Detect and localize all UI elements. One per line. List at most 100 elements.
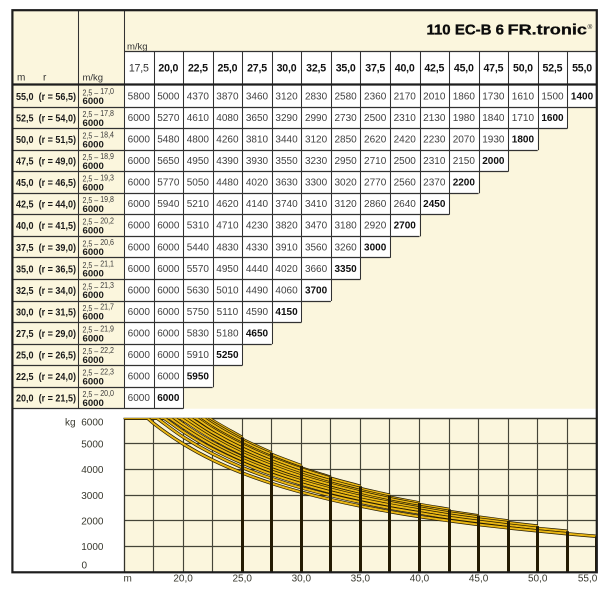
svg-text:1400: 1400 bbox=[571, 91, 594, 102]
svg-text:3290: 3290 bbox=[275, 113, 298, 124]
svg-text:6000: 6000 bbox=[83, 161, 104, 172]
svg-text:4020: 4020 bbox=[275, 264, 298, 275]
svg-text:5440: 5440 bbox=[187, 242, 210, 253]
svg-text:2450: 2450 bbox=[423, 199, 446, 210]
svg-text:4330: 4330 bbox=[246, 242, 269, 253]
svg-text:2370: 2370 bbox=[423, 178, 446, 189]
svg-text:6000: 6000 bbox=[83, 398, 104, 409]
svg-text:6000: 6000 bbox=[128, 307, 151, 318]
svg-text:2580: 2580 bbox=[334, 91, 357, 102]
svg-text:4000: 4000 bbox=[81, 465, 104, 476]
svg-text:2860: 2860 bbox=[364, 199, 387, 210]
svg-text:6000: 6000 bbox=[128, 135, 151, 146]
svg-text:4140: 4140 bbox=[246, 199, 269, 210]
svg-text:3910: 3910 bbox=[275, 242, 298, 253]
svg-text:6000: 6000 bbox=[83, 376, 104, 387]
svg-text:3000: 3000 bbox=[364, 242, 387, 253]
svg-text:4020: 4020 bbox=[246, 178, 269, 189]
svg-text:17,5: 17,5 bbox=[129, 63, 149, 75]
svg-text:6000: 6000 bbox=[128, 264, 151, 275]
svg-text:3000: 3000 bbox=[81, 491, 104, 502]
svg-text:3740: 3740 bbox=[275, 199, 298, 210]
svg-text:22,5 (r = 24,0): 22,5 (r = 24,0) bbox=[16, 372, 76, 383]
svg-text:6000: 6000 bbox=[128, 113, 151, 124]
svg-text:2,5 – 17,8: 2,5 – 17,8 bbox=[83, 109, 115, 119]
svg-text:5000: 5000 bbox=[157, 91, 180, 102]
svg-text:4830: 4830 bbox=[216, 242, 239, 253]
svg-text:2560: 2560 bbox=[394, 178, 417, 189]
svg-text:3820: 3820 bbox=[275, 221, 298, 232]
svg-text:4950: 4950 bbox=[216, 264, 239, 275]
svg-text:4480: 4480 bbox=[216, 178, 239, 189]
svg-text:25,0: 25,0 bbox=[232, 574, 252, 585]
svg-text:3630: 3630 bbox=[275, 178, 298, 189]
svg-text:1980: 1980 bbox=[453, 113, 476, 124]
svg-text:2,5 – 22,2: 2,5 – 22,2 bbox=[83, 346, 115, 356]
svg-text:3120: 3120 bbox=[305, 135, 328, 146]
svg-text:2,5 – 18,4: 2,5 – 18,4 bbox=[83, 130, 115, 140]
svg-text:55,0: 55,0 bbox=[578, 574, 598, 585]
svg-text:4620: 4620 bbox=[216, 199, 239, 210]
svg-text:3470: 3470 bbox=[305, 221, 328, 232]
svg-text:25,0: 25,0 bbox=[218, 63, 238, 75]
svg-text:6000: 6000 bbox=[157, 285, 180, 296]
svg-text:2950: 2950 bbox=[334, 156, 357, 167]
svg-text:4390: 4390 bbox=[216, 156, 239, 167]
svg-text:1500: 1500 bbox=[541, 91, 564, 102]
svg-text:5270: 5270 bbox=[157, 113, 180, 124]
svg-text:6000: 6000 bbox=[157, 328, 180, 339]
svg-text:5180: 5180 bbox=[216, 328, 239, 339]
svg-text:6000: 6000 bbox=[128, 242, 151, 253]
svg-text:30,0 (r = 31,5): 30,0 (r = 31,5) bbox=[16, 307, 76, 318]
svg-text:27,5: 27,5 bbox=[247, 63, 267, 75]
svg-text:3810: 3810 bbox=[246, 135, 269, 146]
svg-text:5940: 5940 bbox=[157, 199, 180, 210]
svg-text:1840: 1840 bbox=[482, 113, 505, 124]
svg-text:47,5: 47,5 bbox=[483, 63, 503, 75]
svg-text:2,5 – 17,0: 2,5 – 17,0 bbox=[83, 87, 115, 97]
svg-text:3870: 3870 bbox=[216, 91, 239, 102]
svg-text:27,5 (r = 29,0): 27,5 (r = 29,0) bbox=[16, 329, 76, 340]
svg-text:55,0 (r = 56,5): 55,0 (r = 56,5) bbox=[16, 92, 76, 103]
svg-text:2130: 2130 bbox=[423, 113, 446, 124]
svg-text:52,5 (r = 54,0): 52,5 (r = 54,0) bbox=[16, 113, 76, 124]
svg-text:4710: 4710 bbox=[216, 221, 239, 232]
svg-text:22,5: 22,5 bbox=[188, 63, 208, 75]
svg-text:6000: 6000 bbox=[128, 199, 151, 210]
svg-text:6000: 6000 bbox=[157, 221, 180, 232]
svg-text:2,5 – 18,9: 2,5 – 18,9 bbox=[83, 152, 115, 162]
svg-text:0: 0 bbox=[82, 561, 88, 572]
svg-text:4800: 4800 bbox=[187, 135, 210, 146]
svg-text:35,0 (r = 36,5): 35,0 (r = 36,5) bbox=[16, 264, 76, 275]
svg-text:6000: 6000 bbox=[157, 264, 180, 275]
svg-text:2700: 2700 bbox=[394, 221, 417, 232]
svg-text:6000: 6000 bbox=[83, 269, 104, 280]
svg-text:2920: 2920 bbox=[364, 221, 387, 232]
svg-text:2500: 2500 bbox=[394, 156, 417, 167]
svg-text:5750: 5750 bbox=[187, 307, 210, 318]
svg-text:5570: 5570 bbox=[187, 264, 210, 275]
svg-text:30,0: 30,0 bbox=[292, 574, 312, 585]
svg-text:2500: 2500 bbox=[364, 113, 387, 124]
svg-text:6000: 6000 bbox=[83, 182, 104, 193]
svg-text:6000: 6000 bbox=[83, 204, 104, 215]
svg-text:6000: 6000 bbox=[83, 139, 104, 150]
svg-text:6000: 6000 bbox=[128, 328, 151, 339]
svg-text:2310: 2310 bbox=[423, 156, 446, 167]
svg-text:5110: 5110 bbox=[217, 307, 239, 318]
svg-text:3700: 3700 bbox=[305, 285, 328, 296]
svg-text:6000: 6000 bbox=[83, 96, 104, 107]
svg-text:6000: 6000 bbox=[83, 247, 104, 258]
svg-text:4650: 4650 bbox=[246, 328, 269, 339]
svg-text:3120: 3120 bbox=[275, 91, 298, 102]
svg-text:3180: 3180 bbox=[334, 221, 357, 232]
svg-text:5310: 5310 bbox=[187, 221, 210, 232]
svg-text:2,5 – 19,3: 2,5 – 19,3 bbox=[83, 173, 115, 183]
svg-text:6000: 6000 bbox=[128, 221, 151, 232]
svg-text:3020: 3020 bbox=[334, 178, 357, 189]
svg-text:3440: 3440 bbox=[275, 135, 298, 146]
svg-text:m/kg: m/kg bbox=[83, 73, 104, 84]
svg-text:3650: 3650 bbox=[246, 113, 269, 124]
svg-text:4590: 4590 bbox=[246, 307, 269, 318]
svg-text:3300: 3300 bbox=[305, 178, 328, 189]
